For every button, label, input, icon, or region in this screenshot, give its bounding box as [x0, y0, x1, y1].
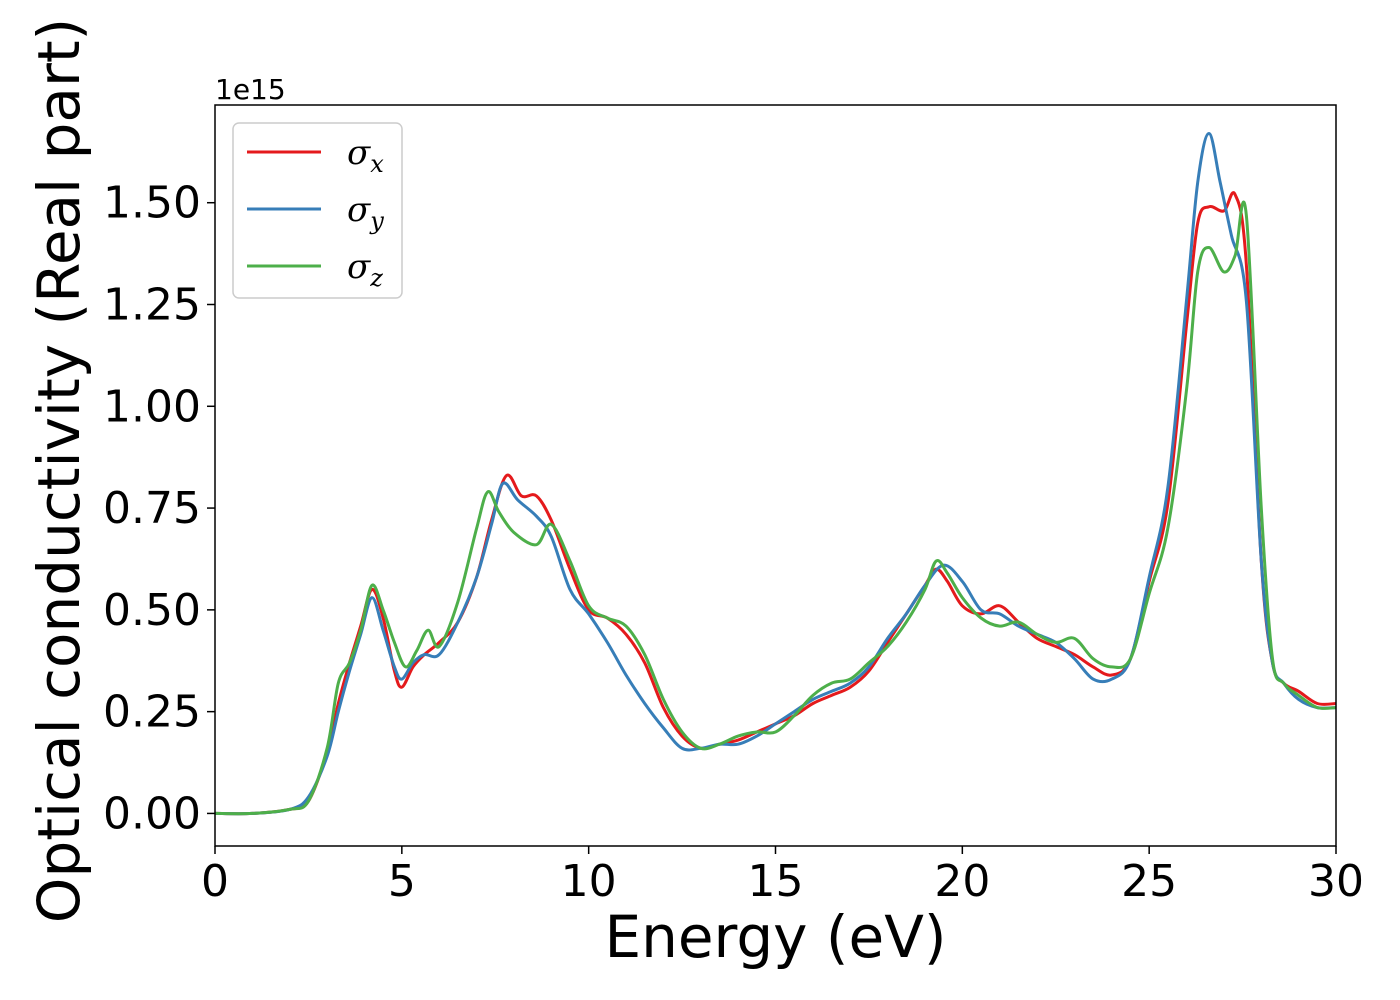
- x-axis: 0 5 10 15 20 25 30: [201, 846, 1364, 907]
- legend-label-y: σy: [347, 190, 384, 235]
- x-tick-label: 15: [748, 856, 804, 907]
- y-tick-label: 0.00: [103, 788, 201, 839]
- x-tick-label: 25: [1121, 856, 1177, 907]
- y-tick-label: 0.25: [103, 687, 201, 738]
- legend-label-z: σz: [347, 247, 383, 292]
- y-tick-label: 1.50: [103, 178, 201, 229]
- legend: σx σy σz: [232, 122, 403, 299]
- y-axis-label: Optical conductivity (Real part): [25, 18, 93, 923]
- x-tick-label: 20: [934, 856, 990, 907]
- y-tick-label: 0.75: [103, 483, 201, 534]
- x-tick-label: 0: [201, 856, 229, 907]
- x-axis-label: Energy (eV): [604, 903, 946, 971]
- y-tick-label: 1.00: [103, 381, 201, 432]
- x-tick-label: 30: [1308, 856, 1364, 907]
- series-line-x: [214, 191, 1337, 816]
- series-lines: [214, 132, 1337, 816]
- x-tick-label: 10: [561, 856, 617, 907]
- y-axis: 0.00 0.25 0.50 0.75 1.00 1.25 1.50: [103, 178, 215, 839]
- y-tick-label: 0.50: [103, 585, 201, 636]
- x-tick-label: 5: [388, 856, 416, 907]
- y-offset-text: 1e15: [215, 73, 286, 106]
- legend-label-x: σx: [347, 133, 384, 178]
- y-tick-label: 1.25: [103, 280, 201, 331]
- series-line-z: [214, 200, 1337, 816]
